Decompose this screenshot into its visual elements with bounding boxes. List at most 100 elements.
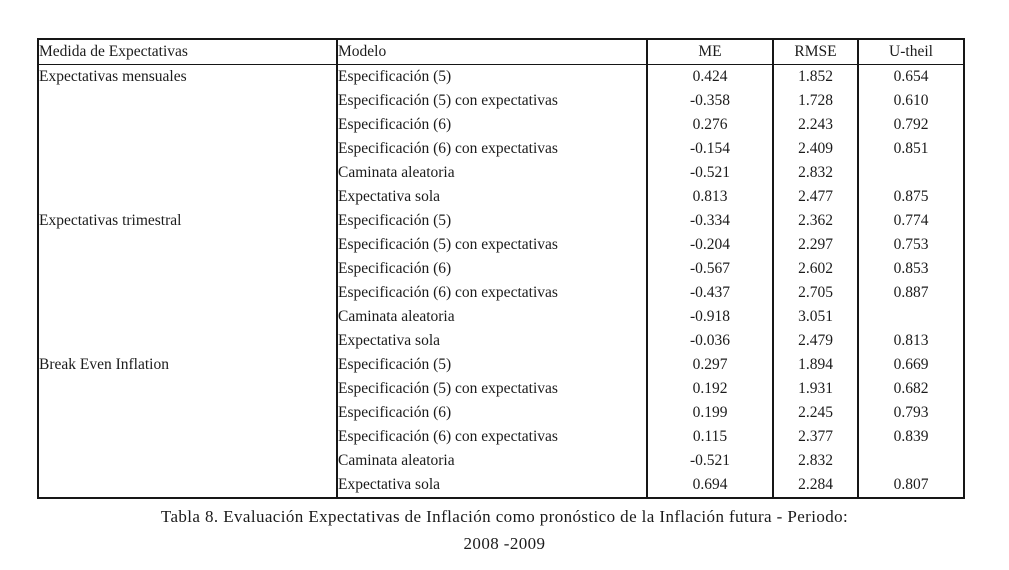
measure-cell: Break Even Inflation <box>37 353 337 498</box>
utheil-cell: 0.853 <box>857 257 964 281</box>
me-cell: 0.276 <box>646 113 773 137</box>
me-cell: -0.437 <box>646 281 773 305</box>
model-cell: Especificación (6) <box>336 257 647 281</box>
utheil-cell: 0.887 <box>857 281 964 305</box>
utheil-cell: 0.792 <box>857 113 964 137</box>
model-cell: Especificación (5) con expectativas <box>336 89 647 113</box>
me-cell: -0.521 <box>646 161 773 185</box>
me-cell: -0.358 <box>646 89 773 113</box>
caption-line-1: Tabla 8. Evaluación Expectativas de Infl… <box>160 507 849 526</box>
rmse-cell: 2.297 <box>772 233 858 257</box>
rmse-cell: 2.832 <box>772 161 858 185</box>
model-cell: Caminata aleatoria <box>336 305 647 329</box>
table-row: Expectativa sola 0.694 2.284 0.807 <box>38 473 964 498</box>
rmse-cell: 2.602 <box>772 257 858 281</box>
table-row: Expectativas trimestral Especificación (… <box>37 209 964 353</box>
model-cell: Especificación (5) <box>336 209 647 233</box>
header-row: Medida de Expectativas Modelo ME RMSE U-… <box>37 39 964 65</box>
utheil-cell: 0.774 <box>857 209 964 233</box>
me-cell: 0.199 <box>646 401 773 425</box>
model-cell: Especificación (5) <box>336 353 647 377</box>
rmse-cell: 1.728 <box>772 89 858 113</box>
model-cell: Caminata aleatoria <box>336 449 647 473</box>
table-row: Especificación (5) con expectativas -0.3… <box>38 89 964 113</box>
table-row: Especificación (6) con expectativas 0.11… <box>38 425 964 449</box>
rmse-cell: 1.852 <box>772 64 858 89</box>
rmse-cell: 2.284 <box>772 473 858 498</box>
model-cell: Caminata aleatoria <box>336 161 647 185</box>
table-row: Especificación (6) 0.199 2.245 0.793 <box>38 401 964 425</box>
results-table-wrap: Medida de Expectativas Modelo ME RMSE U-… <box>37 38 965 499</box>
me-cell: 0.297 <box>646 353 773 377</box>
rmse-cell: 2.362 <box>772 209 858 233</box>
model-cell: Especificación (6) con expectativas <box>336 425 647 449</box>
model-cell: Expectativa sola <box>336 329 647 353</box>
table-caption: Tabla 8. Evaluación Expectativas de Infl… <box>0 503 1009 557</box>
me-cell: 0.813 <box>646 185 773 209</box>
rmse-cell: 2.245 <box>772 401 858 425</box>
table-row: Especificación (6) con expectativas -0.4… <box>38 281 964 305</box>
me-cell: 0.694 <box>646 473 773 498</box>
results-table: Medida de Expectativas Modelo ME RMSE U-… <box>37 38 965 499</box>
utheil-cell: 0.654 <box>857 64 964 89</box>
header-medida: Medida de Expectativas <box>37 39 337 65</box>
utheil-cell <box>857 449 964 473</box>
table-row: Caminata aleatoria -0.521 2.832 <box>38 161 964 185</box>
table-row: Especificación (6) 0.276 2.243 0.792 <box>38 113 964 137</box>
utheil-cell: 0.669 <box>857 353 964 377</box>
table-row: Expectativa sola 0.813 2.477 0.875 <box>38 185 964 209</box>
me-cell: -0.567 <box>646 257 773 281</box>
model-cell: Especificación (6) <box>336 401 647 425</box>
model-cell: Especificación (5) <box>336 64 647 89</box>
model-cell: Especificación (6) <box>336 113 647 137</box>
table-row: Break Even Inflation Especificación (5) … <box>37 353 964 498</box>
me-cell: -0.918 <box>646 305 773 329</box>
table-row: Especificación (6) con expectativas -0.1… <box>38 137 964 161</box>
me-cell: -0.036 <box>646 329 773 353</box>
utheil-cell <box>857 305 964 329</box>
utheil-cell: 0.682 <box>857 377 964 401</box>
utheil-cell: 0.793 <box>857 401 964 425</box>
model-cell: Especificación (6) con expectativas <box>336 137 647 161</box>
me-cell: 0.115 <box>646 425 773 449</box>
utheil-cell: 0.839 <box>857 425 964 449</box>
table-row: Especificación (5) con expectativas -0.2… <box>38 233 964 257</box>
me-cell: 0.192 <box>646 377 773 401</box>
utheil-cell <box>857 161 964 185</box>
table-row: Especificación (6) -0.567 2.602 0.853 <box>38 257 964 281</box>
measure-cell: Expectativas trimestral <box>37 209 337 353</box>
me-cell: 0.424 <box>646 64 773 89</box>
rmse-cell: 2.477 <box>772 185 858 209</box>
me-cell: -0.154 <box>646 137 773 161</box>
rmse-cell: 2.705 <box>772 281 858 305</box>
header-modelo: Modelo <box>336 39 647 65</box>
caption-line-2: 2008 -2009 <box>463 534 546 553</box>
model-cell: Especificación (5) con expectativas <box>336 233 647 257</box>
rmse-cell: 3.051 <box>772 305 858 329</box>
rmse-cell: 2.243 <box>772 113 858 137</box>
table-row: Especificación (5) con expectativas 0.19… <box>38 377 964 401</box>
header-me: ME <box>646 39 773 65</box>
table-row: Expectativas mensuales Especificación (5… <box>37 64 964 209</box>
table-row: Caminata aleatoria -0.521 2.832 <box>38 449 964 473</box>
utheil-cell: 0.875 <box>857 185 964 209</box>
model-cell: Expectativa sola <box>336 185 647 209</box>
rmse-cell: 2.377 <box>772 425 858 449</box>
rmse-cell: 2.409 <box>772 137 858 161</box>
model-cell: Especificación (5) con expectativas <box>336 377 647 401</box>
header-rmse: RMSE <box>772 39 858 65</box>
utheil-cell: 0.807 <box>857 473 964 498</box>
measure-cell: Expectativas mensuales <box>37 64 337 209</box>
model-cell: Especificación (6) con expectativas <box>336 281 647 305</box>
me-cell: -0.521 <box>646 449 773 473</box>
model-cell: Expectativa sola <box>336 473 647 498</box>
me-cell: -0.334 <box>646 209 773 233</box>
rmse-cell: 2.832 <box>772 449 858 473</box>
utheil-cell: 0.610 <box>857 89 964 113</box>
utheil-cell: 0.753 <box>857 233 964 257</box>
header-utheil: U-theil <box>857 39 964 65</box>
utheil-cell: 0.813 <box>857 329 964 353</box>
table-row: Caminata aleatoria -0.918 3.051 <box>38 305 964 329</box>
rmse-cell: 1.894 <box>772 353 858 377</box>
